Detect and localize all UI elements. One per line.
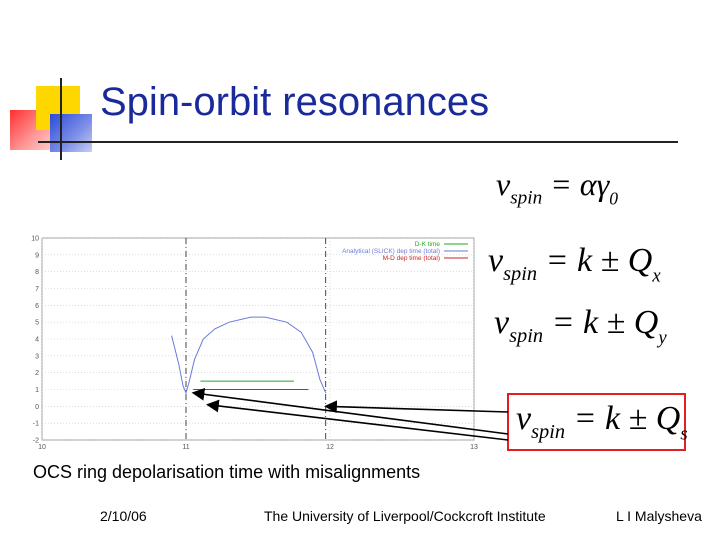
formula-rhs: = k ± Q — [543, 304, 659, 341]
formula-qs-resonance: νspin = k ± Qs — [516, 402, 688, 444]
footer-date: 2/10/06 — [100, 508, 147, 524]
y-tick-label: 1 — [35, 387, 39, 394]
y-tick-label: 7 — [35, 286, 39, 293]
series-line-2 — [171, 316, 327, 395]
y-tick-label: 8 — [35, 269, 39, 276]
footer-author: L I Malysheva — [616, 508, 702, 524]
legend-entry-2: Analytical (SLICK) dep time (total) — [342, 248, 440, 255]
chart-caption: OCS ring depolarisation time with misali… — [33, 462, 421, 482]
formula-qx-resonance: νspin = k ± Qx — [488, 244, 661, 286]
rhs-subscript: x — [652, 265, 661, 287]
blue-decor-square — [50, 114, 92, 152]
spin-subscript: spin — [510, 187, 543, 209]
y-tick-label: 2 — [35, 370, 39, 377]
x-tick-label: 13 — [470, 444, 478, 451]
y-tick-label: 3 — [35, 353, 39, 360]
spin-subscript: spin — [531, 421, 566, 444]
chart-series — [171, 316, 327, 395]
spin-subscript: spin — [509, 325, 544, 348]
y-tick-label: -2 — [33, 438, 39, 445]
footer-institution: The University of Liverpool/Cockcroft In… — [264, 508, 546, 524]
title-underline — [38, 141, 678, 143]
y-tick-label: 0 — [35, 404, 39, 411]
nu-symbol: ν — [516, 400, 532, 437]
formula-rhs: = k ± Q — [537, 242, 653, 279]
formula-qy-resonance: νspin = k ± Qy — [494, 306, 667, 348]
x-tick-label: 12 — [326, 444, 334, 451]
nu-symbol: ν — [496, 166, 511, 202]
spin-subscript: spin — [503, 263, 538, 286]
legend-entry-3: M-D dep time (total) — [383, 255, 440, 262]
rhs-subscript: 0 — [609, 188, 618, 209]
slide-title: Spin-orbit resonances — [100, 80, 490, 124]
nu-symbol: ν — [488, 242, 504, 279]
x-tick-label: 11 — [182, 444, 189, 451]
y-tick-label: 10 — [31, 236, 39, 243]
chart-grid — [41, 237, 475, 441]
formula-spin-tune: νspin = αγ0 — [496, 168, 618, 208]
formula-rhs: = αγ — [542, 166, 610, 202]
y-tick-label: 6 — [35, 303, 39, 310]
y-tick-label: 5 — [35, 320, 39, 327]
rhs-subscript: y — [658, 327, 667, 349]
y-tick-label: 9 — [35, 252, 39, 259]
vertical-decor-line — [60, 78, 62, 160]
x-tick-label: 10 — [38, 444, 46, 451]
y-tick-label: 4 — [35, 337, 39, 344]
legend-entry-1: D-K time — [415, 241, 441, 248]
y-tick-label: -1 — [33, 421, 39, 428]
nu-symbol: ν — [494, 304, 510, 341]
formula-rhs: = k ± Q — [565, 400, 681, 437]
rhs-subscript: s — [680, 423, 688, 445]
